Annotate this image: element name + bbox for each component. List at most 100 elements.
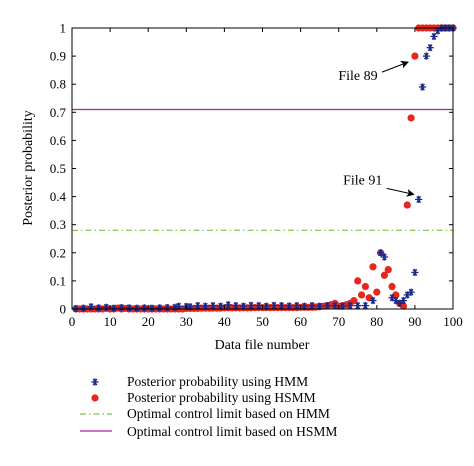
legend-item-hsmm: Posterior probability using HSMM bbox=[91, 390, 316, 405]
y-axis: 0 0.1 0.2 0.3 0.4 0.5 0.6 0.7 0.8 0.9 1 bbox=[50, 21, 453, 317]
hmm-point bbox=[426, 44, 434, 52]
hmm-point bbox=[239, 302, 248, 310]
hsmm-point bbox=[403, 201, 411, 209]
annotation-arrow bbox=[381, 60, 409, 73]
y-tick-label: 1 bbox=[60, 21, 67, 36]
legend-item-hmm-limit: Optimal control limit based on HMM bbox=[80, 406, 330, 421]
hsmm-point bbox=[392, 291, 400, 299]
hsmm-point bbox=[411, 52, 419, 60]
hmm-point bbox=[95, 304, 103, 312]
y-tick-label: 0.7 bbox=[50, 105, 67, 120]
annotation-label: File 89 bbox=[338, 69, 377, 84]
annotation-label: File 91 bbox=[343, 173, 382, 188]
y-tick-label: 0.3 bbox=[50, 217, 66, 232]
hsmm-point bbox=[388, 282, 396, 291]
hsmm-point bbox=[369, 263, 377, 271]
hmm-point bbox=[194, 302, 202, 310]
x-tick-label: 30 bbox=[180, 314, 193, 329]
hmm-point bbox=[117, 303, 126, 312]
hmm-point bbox=[346, 302, 354, 310]
hmm-point bbox=[140, 304, 148, 312]
x-tick-label: 20 bbox=[142, 314, 155, 329]
legend-symbol-hsmm bbox=[91, 394, 99, 402]
x-tick-label: 50 bbox=[256, 314, 269, 329]
y-tick-label: 0.8 bbox=[50, 77, 66, 92]
x-axis: 0 10 20 30 40 50 60 70 80 90 100 bbox=[69, 28, 463, 329]
hmm-point bbox=[133, 304, 141, 312]
annotations: File 89 File 91 bbox=[338, 60, 415, 197]
y-axis-label: Posterior probability bbox=[21, 110, 36, 226]
hsmm-point bbox=[380, 271, 389, 279]
annotation-arrow bbox=[386, 187, 415, 197]
hmm-point bbox=[148, 304, 156, 312]
hmm-point bbox=[110, 304, 118, 312]
legend-item-hsmm-limit: Optimal control limit based on HSMM bbox=[80, 424, 337, 439]
y-tick-label: 0.5 bbox=[50, 161, 66, 176]
hmm-point bbox=[380, 253, 389, 261]
hmm-point bbox=[369, 296, 377, 305]
y-tick-label: 0.6 bbox=[50, 133, 67, 148]
x-tick-label: 100 bbox=[443, 314, 463, 329]
hmm-point bbox=[418, 83, 427, 91]
legend-label-hmm-limit: Optimal control limit based on HMM bbox=[127, 406, 330, 421]
hmm-point bbox=[361, 302, 369, 310]
hmm-point bbox=[247, 301, 255, 309]
x-tick-label: 0 bbox=[69, 314, 76, 329]
x-tick-label: 40 bbox=[218, 314, 231, 329]
hmm-point bbox=[354, 302, 362, 310]
hmm-point bbox=[377, 249, 385, 257]
hmm-point bbox=[331, 302, 339, 310]
hmm-point bbox=[277, 302, 286, 310]
hsmm-point bbox=[407, 114, 415, 122]
hsmm-point bbox=[350, 296, 358, 305]
hmm-point bbox=[270, 301, 278, 309]
hmm-point bbox=[323, 302, 331, 310]
hmm-point bbox=[415, 195, 423, 204]
y-tick-label: 0 bbox=[60, 302, 67, 317]
hsmm-point bbox=[384, 266, 392, 274]
legend-label-hsmm: Posterior probability using HSMM bbox=[127, 390, 316, 405]
hsmm-point bbox=[365, 294, 373, 302]
y-tick-label: 0.9 bbox=[50, 49, 66, 64]
y-tick-label: 0.2 bbox=[50, 245, 66, 260]
plot-frame bbox=[71, 27, 454, 310]
hmm-point bbox=[422, 52, 430, 60]
hmm-point bbox=[403, 291, 411, 299]
hmm-point bbox=[430, 32, 438, 41]
hmm-point bbox=[72, 304, 80, 313]
hmm-point bbox=[224, 301, 232, 309]
hmm-point bbox=[156, 304, 164, 312]
hsmm-point bbox=[354, 277, 362, 285]
hsmm-point bbox=[357, 291, 366, 299]
x-tick-label: 60 bbox=[294, 314, 307, 329]
hmm-point bbox=[209, 302, 217, 310]
legend-symbol-hmm bbox=[91, 378, 99, 386]
x-tick-label: 80 bbox=[370, 314, 383, 329]
hmm-point bbox=[300, 302, 309, 310]
hmm-point bbox=[308, 302, 316, 310]
hsmm-point bbox=[361, 282, 369, 291]
hsmm-point bbox=[399, 302, 408, 310]
hmm-point bbox=[255, 302, 263, 310]
y-tick-label: 0.4 bbox=[50, 189, 67, 204]
y-tick-label: 0.1 bbox=[50, 273, 66, 288]
x-axis-label: Data file number bbox=[215, 338, 310, 353]
x-tick-label: 10 bbox=[104, 314, 117, 329]
hmm-point bbox=[399, 296, 408, 305]
legend-item-hmm: Posterior probability using HMM bbox=[91, 374, 308, 389]
hsmm-point bbox=[373, 288, 381, 296]
plot-area bbox=[72, 24, 457, 313]
hmm-point bbox=[293, 302, 301, 310]
hmm-point bbox=[125, 304, 133, 312]
x-tick-label: 90 bbox=[408, 314, 421, 329]
legend: Posterior probability using HMM Posterio… bbox=[80, 374, 337, 439]
hmm-point bbox=[411, 268, 419, 277]
hmm-point bbox=[79, 304, 88, 312]
hmm-point bbox=[163, 303, 171, 312]
hmm-point bbox=[232, 302, 240, 310]
legend-label-hmm: Posterior probability using HMM bbox=[127, 374, 308, 389]
hmm-point bbox=[285, 302, 293, 310]
x-tick-label: 70 bbox=[332, 314, 345, 329]
hmm-point bbox=[407, 288, 415, 296]
